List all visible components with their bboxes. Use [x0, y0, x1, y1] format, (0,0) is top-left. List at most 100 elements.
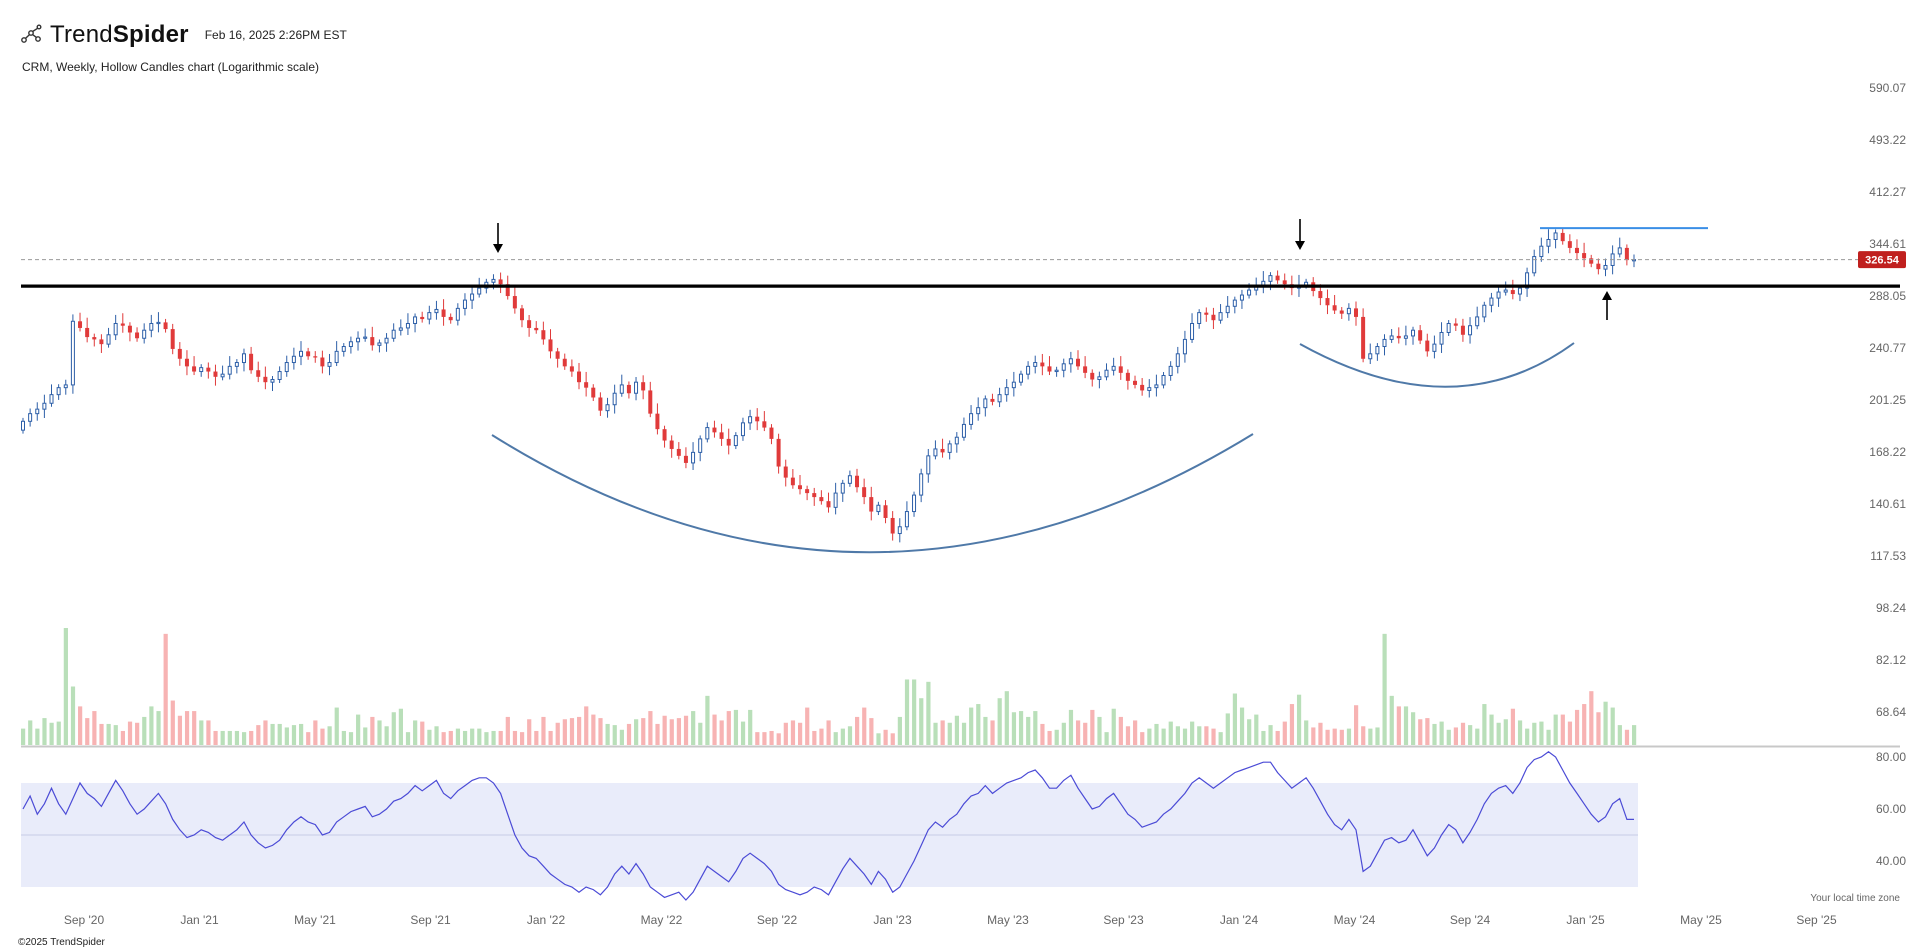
candle	[1190, 313, 1195, 343]
candle	[149, 314, 154, 338]
candle	[1403, 325, 1408, 346]
candle	[1004, 379, 1009, 402]
candle	[1368, 343, 1373, 365]
volume-bar	[127, 721, 133, 745]
volume-bar	[1232, 693, 1238, 745]
volume-bar	[997, 698, 1002, 745]
candle	[1624, 244, 1629, 266]
candle	[1382, 334, 1387, 356]
candle	[1553, 229, 1558, 249]
volume-bar	[577, 716, 582, 745]
volume-bar	[1261, 730, 1266, 745]
time-axis-label: Jan '22	[527, 913, 566, 927]
volume-bar	[1004, 691, 1009, 745]
candle	[890, 511, 895, 541]
volume-bar	[1411, 712, 1416, 745]
volume-bar	[505, 716, 510, 745]
volume-bar	[541, 716, 546, 745]
candle	[669, 435, 674, 458]
candle	[341, 343, 346, 357]
volume-bar	[1204, 726, 1209, 745]
candle	[1446, 320, 1451, 336]
candle	[470, 285, 475, 309]
volume-bar	[341, 730, 346, 745]
volume-bar	[270, 723, 275, 745]
volume-bar	[634, 719, 639, 745]
candle	[1439, 322, 1444, 353]
volume-bar	[263, 720, 268, 745]
candle	[398, 319, 403, 336]
candle	[605, 397, 610, 418]
volume-bar	[1432, 723, 1437, 745]
volume-bar	[284, 727, 289, 745]
volume-bar	[1453, 727, 1458, 745]
volume-bar	[120, 730, 125, 745]
volume-bar	[819, 728, 824, 745]
volume-bar	[969, 707, 974, 745]
time-axis-label: May '24	[1334, 913, 1376, 927]
time-axis-label: Jan '23	[873, 913, 912, 927]
candle	[120, 313, 125, 333]
timestamp: Feb 16, 2025 2:26PM EST	[204, 28, 347, 42]
volume-bar	[855, 716, 860, 745]
volume-bar	[356, 714, 361, 745]
volume-bar	[1532, 722, 1537, 745]
time-axis-label: May '25	[1680, 913, 1722, 927]
volume-bar	[256, 725, 261, 745]
candle	[1075, 350, 1080, 370]
candle	[919, 468, 924, 503]
candle	[1582, 242, 1587, 268]
volume-bar	[1168, 721, 1173, 745]
price-axis-label: 590.07	[1869, 81, 1906, 95]
candle	[1589, 254, 1594, 268]
candle	[577, 362, 582, 390]
volume-bar	[1353, 705, 1359, 745]
time-axis-label: Sep '25	[1796, 913, 1837, 927]
volume-bar	[626, 723, 632, 745]
volume-bar	[705, 695, 710, 745]
volume-bar	[733, 709, 739, 745]
large-cup-curve[interactable]	[491, 433, 1254, 554]
volume-bar	[947, 722, 952, 745]
candle	[534, 321, 539, 334]
volume-bar	[142, 716, 147, 745]
candle	[142, 323, 147, 344]
candle	[498, 272, 503, 294]
volume-bar	[78, 706, 83, 745]
volume-bar	[954, 715, 960, 745]
volume-bar	[676, 718, 682, 745]
candle	[1425, 333, 1430, 357]
candle	[384, 333, 389, 352]
volume-bar	[241, 732, 247, 745]
volume-bar	[876, 733, 881, 745]
small-cup-curve[interactable]	[1299, 342, 1575, 388]
volume-bar	[612, 725, 617, 745]
volume-bar	[1382, 633, 1387, 745]
volume-bar	[156, 711, 161, 745]
volume-bar	[598, 718, 603, 745]
candle	[220, 365, 225, 381]
volume-bar	[655, 723, 660, 745]
candle	[1033, 355, 1038, 374]
volume-bar	[1503, 719, 1508, 745]
volume-bar	[1097, 716, 1102, 745]
candle	[206, 362, 211, 379]
time-axis-label: Sep '23	[1103, 913, 1144, 927]
candle	[49, 384, 54, 407]
price-axis-label: 288.05	[1869, 289, 1906, 303]
volume-bar	[669, 719, 674, 745]
volume-bar	[605, 723, 610, 745]
candle	[762, 411, 767, 432]
candle	[1453, 318, 1458, 331]
candle	[769, 424, 774, 445]
volume-bar	[441, 732, 446, 745]
candle	[63, 379, 68, 395]
candle	[933, 440, 938, 460]
candle	[1175, 346, 1180, 374]
candle	[555, 347, 560, 368]
candle	[306, 347, 311, 360]
volume-bar	[769, 730, 774, 745]
chart-title: CRM, Weekly, Hollow Candles chart (Logar…	[22, 60, 319, 74]
candle	[719, 423, 724, 446]
